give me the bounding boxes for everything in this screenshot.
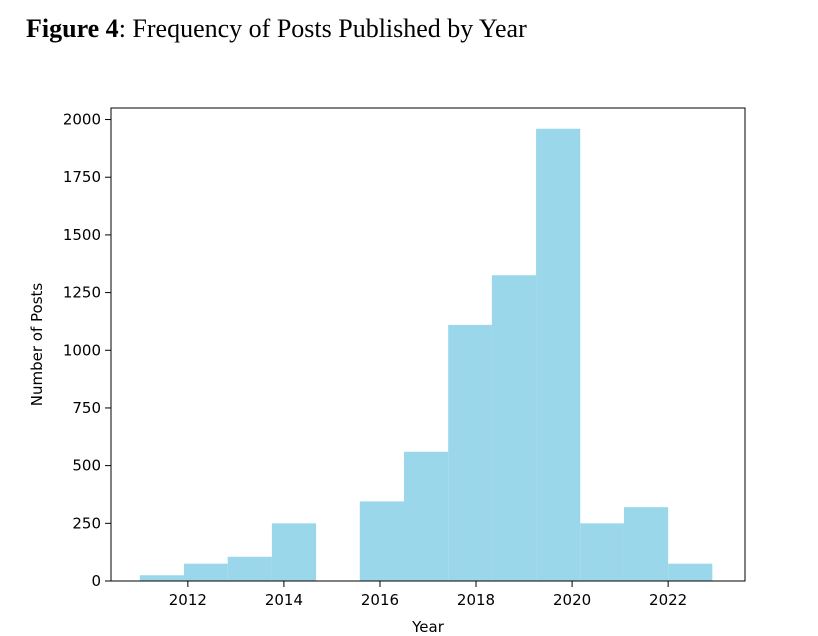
y-tick-label: 0: [91, 572, 101, 590]
histogram-bar: [359, 501, 404, 581]
y-tick-label: 1500: [63, 226, 101, 244]
x-tick-label: 2014: [265, 591, 303, 609]
y-tick-label: 1750: [63, 168, 101, 186]
y-tick-label: 2000: [63, 111, 101, 129]
histogram-bar: [184, 563, 228, 581]
x-tick-label: 2018: [457, 591, 495, 609]
figure-caption: Figure 4: Frequency of Posts Published b…: [26, 14, 527, 44]
y-tick-label: 1000: [63, 341, 101, 359]
x-tick-label: 2022: [649, 591, 687, 609]
y-tick-label: 1250: [63, 284, 101, 302]
histogram-bar: [139, 575, 185, 581]
histogram-bar: [271, 523, 317, 581]
y-tick-label: 500: [72, 457, 101, 475]
histogram-bar: [536, 128, 581, 581]
y-axis-label: Number of Posts: [28, 283, 46, 407]
caption-text: Frequency of Posts Published by Year: [125, 14, 527, 43]
histogram-bar: [448, 324, 492, 581]
y-tick-label: 750: [72, 399, 101, 417]
ticks-group: 2012 2014 2016 2018 2020 2022 0 250 500 750 1000 12…: [63, 111, 687, 609]
histogram-bar: [403, 451, 449, 581]
bars-group: [139, 128, 713, 581]
caption-separator: :: [118, 14, 126, 43]
x-tick-label: 2020: [553, 591, 591, 609]
histogram-bar: [227, 556, 272, 581]
figure-label: Figure 4: [26, 14, 119, 43]
y-tick-label: 250: [72, 514, 101, 532]
x-tick-label: 2016: [361, 591, 399, 609]
histogram-bar: [580, 523, 624, 581]
histogram-bar: [623, 507, 669, 581]
histogram-bar: [491, 275, 537, 581]
x-axis-label: Year: [411, 618, 445, 636]
plot-frame: [110, 107, 746, 582]
x-tick-label: 2012: [169, 591, 207, 609]
histogram-bar: [668, 563, 713, 581]
